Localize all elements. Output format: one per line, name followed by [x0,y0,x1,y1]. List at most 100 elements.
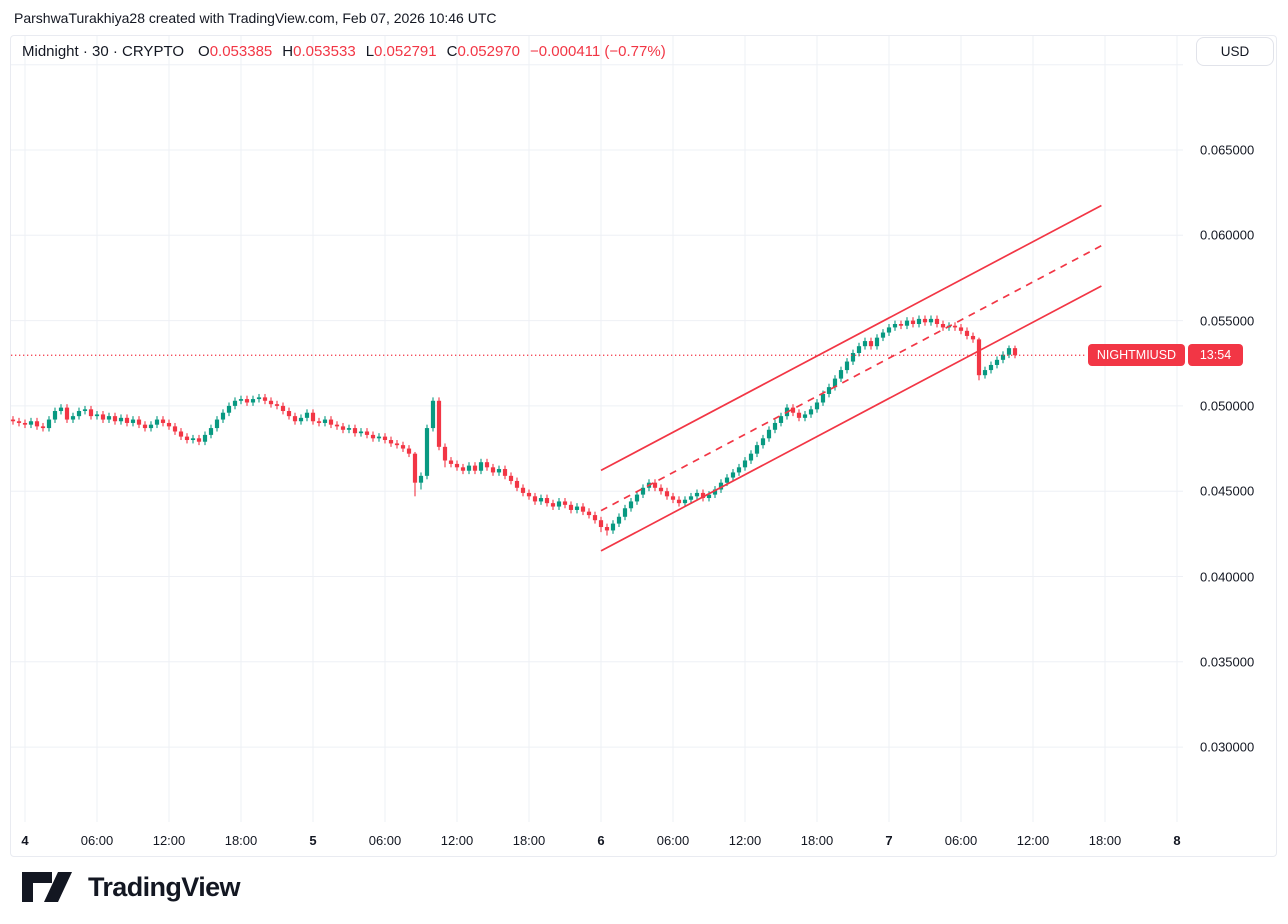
candle-down [334,424,340,427]
candle-down [22,422,28,425]
candle-down [172,426,178,432]
candle-down [178,431,184,437]
candle-down [244,399,250,403]
candle-up [844,361,850,371]
candle-up [766,429,772,439]
candle-up [478,462,484,471]
price-axis-label: 0.045000 [1200,483,1255,499]
candle-down [970,335,976,340]
candle-up [826,387,832,394]
time-axis-label: 18:00 [512,833,546,848]
candle-down [676,499,682,504]
candle-up [694,492,700,497]
time-axis-label: 06:00 [80,833,114,848]
candle-up [628,501,634,509]
badge-countdown-timer: 13:54 [1188,344,1243,367]
candle-up [892,324,898,328]
symbol-legend: Midnight · 30 · CRYPTO O0.053385 H0.053533… [22,43,666,60]
candle-up [838,370,844,379]
candle-up [46,419,52,429]
candle-down [142,424,148,429]
candle-down [100,414,106,420]
candle-down [364,431,370,435]
candle-up [730,472,736,478]
candle-down [16,421,22,423]
high-label: H [282,43,294,60]
last-price-badge[interactable]: NIGHTMIUSD 13:54 [1088,344,1243,367]
time-axis-label: 18:00 [224,833,258,848]
candle-down [592,515,598,521]
candle-up [988,364,994,371]
candle-down [910,320,916,325]
candle-down [34,421,40,427]
candle-up [616,516,622,524]
candle-up [718,482,724,490]
high-value: 0.053533 [293,43,356,60]
candle-down [976,339,982,376]
candle-down [508,475,514,481]
candle-down [310,412,316,422]
candle-up [106,416,112,420]
candle-up [496,469,502,473]
candle-up [1006,348,1012,355]
open-label: O [198,43,210,60]
candle-down [136,419,142,425]
candle-down [490,467,496,473]
candle-up [118,417,124,422]
candle-up [58,407,64,412]
candle-up [772,422,778,430]
candle-down [562,501,568,505]
candle-down [568,504,574,510]
candle-up [430,400,436,429]
candle-up [754,445,760,454]
price-axis-label: 0.055000 [1200,313,1255,329]
candle-up [814,402,820,410]
tradingview-attribution[interactable]: TradingView [20,871,241,903]
candle-down [652,482,658,488]
candle-up [622,508,628,517]
candle-down [502,469,508,476]
candle-up [724,477,730,483]
time-axis-label: 12:00 [728,833,762,848]
candle-down [442,446,448,461]
candle-up [154,419,160,425]
candle-up [298,417,304,422]
candle-down [274,404,280,406]
time-axis-label: 12:00 [1016,833,1050,848]
candle-down [868,341,874,347]
candle-down [436,400,442,447]
low-value: 0.052791 [374,43,437,60]
candle-up [190,438,196,441]
candle-down [400,445,406,449]
time-axis-label: 6 [597,833,605,848]
time-axis-label: 12:00 [152,833,186,848]
candle-down [700,492,706,499]
candle-down [658,487,664,492]
candle-up [70,416,76,420]
candle-up [82,409,88,412]
candle-down [88,409,94,417]
candle-down [196,438,202,442]
candle-down [40,426,46,429]
candle-down [382,436,388,441]
time-axis-label: 8 [1173,833,1181,848]
candle-down [316,421,322,423]
time-axis-label: 4 [21,833,29,848]
candle-down [292,416,298,422]
candle-up [874,337,880,347]
candle-up [94,414,100,417]
candle-down [958,327,964,331]
candle-down [604,527,610,531]
candle-down [598,520,604,528]
change-value: −0.000411 (−0.77%) [530,43,666,60]
candle-up [760,438,766,446]
channel-lower-line [600,285,1102,552]
candle-up [202,434,208,442]
currency-button[interactable]: USD [1196,37,1274,66]
candle-down [514,480,520,488]
candle-up [250,399,256,403]
candle-down [526,492,532,497]
price-axis-label: 0.065000 [1200,142,1255,158]
candle-down [586,511,592,516]
